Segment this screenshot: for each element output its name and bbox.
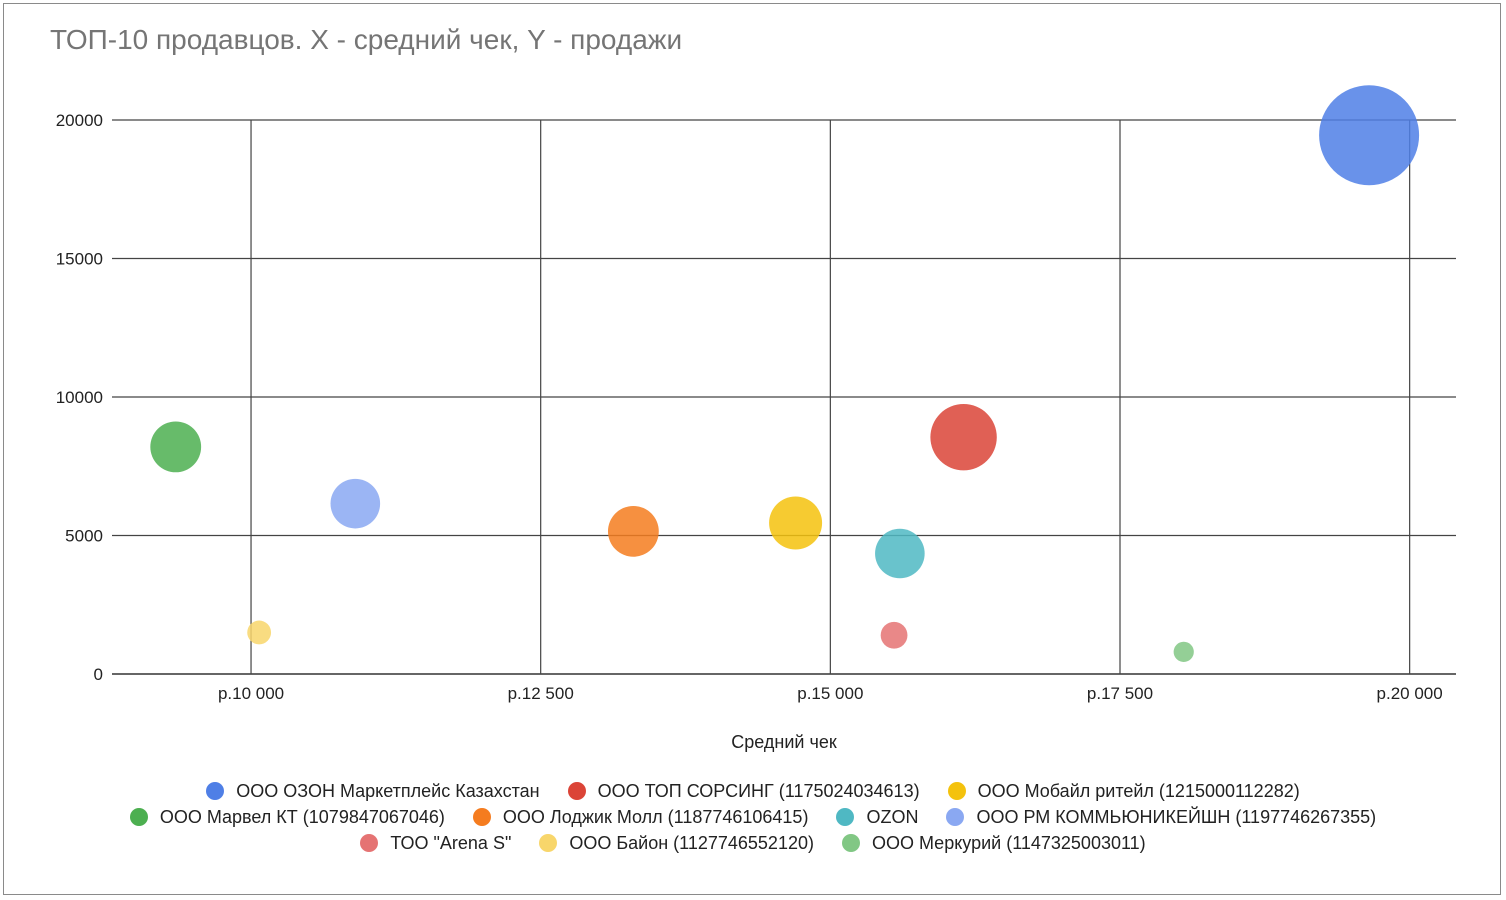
legend-swatch [841,834,860,852]
legend-item: ООО Мобайл ритейл (1215000112282) [947,780,1300,802]
bubble-point [1319,85,1420,186]
x-tick-label: р.20 000 [1377,684,1443,703]
legend-label: ООО Мобайл ритейл (1215000112282) [977,780,1300,801]
gridlines [112,119,1456,675]
y-tick-label: 20000 [56,111,103,130]
legend-swatch [947,782,966,800]
bubble-point [875,528,925,579]
legend-row: ТОО "Arena S" ООО Байон (1127746552120) ОО… [0,830,1506,856]
legend-label: ТОО "Arena S" [390,832,512,853]
legend-label: ООО Марвел КТ (1079847067046) [159,806,445,827]
bubble-point [607,505,659,557]
legend-item: ООО РМ КОММЬЮНИКЕЙШН (1197746267355) [946,807,1376,828]
legend-label: ООО ОЗОН Маркетплейс Казахстан [236,780,540,801]
legend-item: ООО ТОП СОРСИНГ (1175024034613) [567,780,920,802]
legend-swatch [129,808,148,826]
bubble-point [769,496,823,550]
legend-row: ООО ОЗОН Маркетплейс Казахстан ООО ТОП СО… [0,778,1506,804]
legend-item: ООО Байон (1127746552120) [539,833,814,854]
y-tick-label: 10000 [56,388,103,407]
legend-swatch [206,782,225,800]
bubble-point [247,620,272,645]
legend-label: ООО РМ КОММЬЮНИКЕЙШН (1197746267355) [976,806,1377,827]
bubble-point [330,478,381,529]
bubbles [150,85,1420,662]
x-tick-label: р.10 000 [218,684,284,703]
bubble-point [1173,641,1194,662]
tick-labels: 0 5000 10000 15000 20000 р.10 000 р.12 500 р.15… [56,111,1443,703]
legend-label: ООО ТОП СОРСИНГ (1175024034613) [597,780,920,801]
legend: ООО ОЗОН Маркетплейс Казахстан ООО ТОП СО… [0,778,1506,856]
legend-item: ООО Меркурий (1147325003011) [841,832,1146,854]
y-tick-label: 15000 [56,250,103,269]
chart-frame [3,3,1501,895]
x-tick-label: р.17 500 [1087,684,1153,703]
bubble-point [150,421,202,473]
legend-item: ТОО "Arena S" [360,833,511,854]
legend-swatch [836,808,855,826]
y-tick-label: 0 [94,665,103,684]
legend-swatch [567,782,586,800]
bubble-point [930,403,997,471]
x-tick-label: р.15 000 [797,684,863,703]
legend-swatch [946,808,965,826]
legend-label: ООО Меркурий (1147325003011) [871,832,1146,853]
legend-item: ООО Марвел КТ (1079847067046) [129,806,445,828]
legend-swatch [472,808,491,826]
bubble-point [880,621,908,649]
y-tick-label: 5000 [65,527,103,546]
chart-title: ТОП-10 продавцов. X - средний чек, Y - п… [50,24,683,55]
legend-item: ООО ОЗОН Маркетплейс Казахстан [206,780,540,802]
legend-label: OZON [866,806,919,827]
legend-label: ООО Лоджик Молл (1187746106415) [502,806,809,827]
legend-swatch [539,834,558,852]
legend-swatch [360,834,379,852]
x-tick-label: р.12 500 [508,684,574,703]
x-axis-title: Средний чек [731,732,837,752]
legend-row: ООО Марвел КТ (1079847067046) ООО Лоджик … [0,804,1506,830]
legend-item: OZON [836,807,918,828]
legend-item: ООО Лоджик Молл (1187746106415) [472,806,809,828]
legend-label: ООО Байон (1127746552120) [569,832,814,853]
